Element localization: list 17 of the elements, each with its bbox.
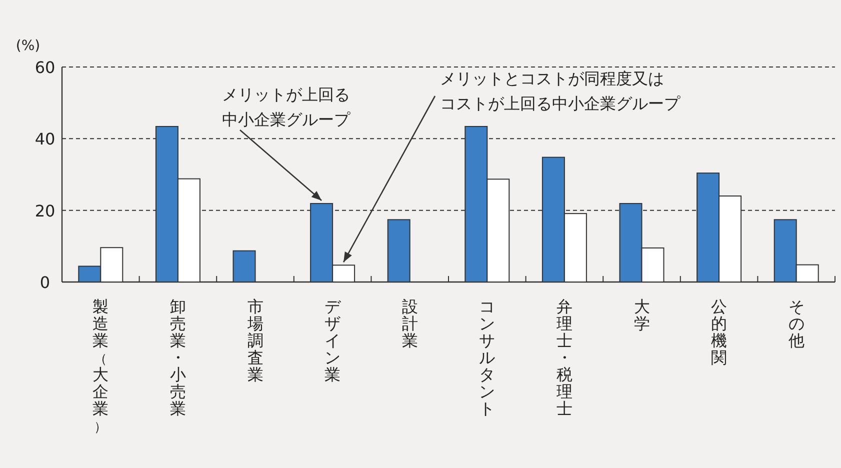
x-tick-label: 公的機関 xyxy=(711,297,728,367)
x-tick-label: デザイン業 xyxy=(324,297,342,384)
x-tick-label: 設計業 xyxy=(402,297,418,350)
x-tick-label: 市場調査業 xyxy=(246,297,264,384)
y-tick-label: 0 xyxy=(40,273,50,292)
y-axis-title: (%) xyxy=(16,38,40,54)
text: メリットとコストが同程度又はコストが上回る中小企業グループ xyxy=(440,69,681,113)
x-tick-label: その他 xyxy=(788,297,804,350)
x-tick-label: 大学 xyxy=(634,297,650,333)
x-tick-label: 卸売業・小売業 xyxy=(170,297,186,418)
x-tick-label: コンサルタント xyxy=(479,297,496,418)
x-tick-label: 製造業（大企業） xyxy=(92,297,109,435)
y-tick-label: 40 xyxy=(34,130,56,149)
y-tick-label: 20 xyxy=(34,201,56,220)
text: メリットが上回る中小企業グループ xyxy=(222,85,351,129)
x-tick-label: 弁理士・税理士 xyxy=(556,297,572,418)
y-tick-label: 60 xyxy=(34,58,56,77)
